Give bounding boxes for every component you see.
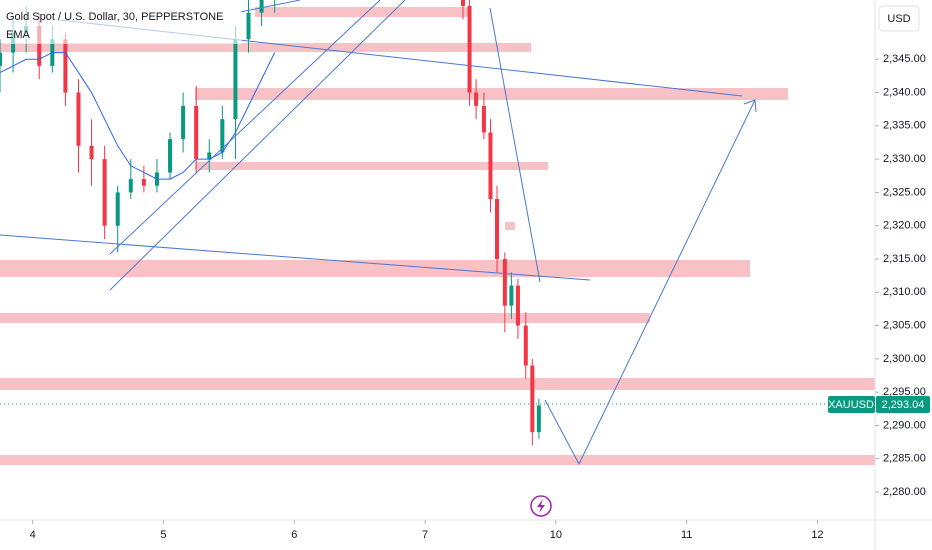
y-tick-label: 2,285.00 — [883, 453, 926, 465]
y-tick-label: 2,340.00 — [883, 86, 926, 98]
zone — [195, 162, 548, 170]
candle-body — [220, 119, 225, 153]
zone — [0, 43, 531, 52]
candle-body — [474, 92, 479, 106]
candle-body — [515, 285, 520, 326]
x-tick-label: 7 — [422, 529, 428, 541]
trend-line — [109, 0, 406, 291]
candle-body — [37, 25, 42, 66]
candle-body — [467, 5, 472, 93]
candle-body — [128, 179, 133, 193]
x-tick-label: 4 — [30, 529, 36, 541]
event-icon-bolt — [537, 499, 545, 513]
candle-body — [168, 139, 173, 173]
y-tick-label: 2,305.00 — [883, 319, 926, 331]
y-tick-label: 2,295.00 — [883, 386, 926, 398]
indicator-label: EMA — [6, 29, 31, 41]
arrow-head — [743, 99, 757, 113]
x-tick-label: 12 — [811, 529, 823, 541]
candle-body — [530, 365, 535, 433]
x-tick-label: 11 — [681, 529, 692, 541]
zone — [195, 88, 788, 100]
y-tick-label: 2,280.00 — [883, 486, 926, 498]
legend-bg — [2, 4, 242, 44]
y-tick-label: 2,325.00 — [883, 186, 926, 198]
zone — [0, 313, 650, 323]
zone — [255, 7, 470, 17]
last-price-label: 2,293.04 — [882, 399, 925, 411]
zone — [0, 455, 875, 465]
candle-body — [181, 105, 186, 140]
candle-body — [141, 179, 146, 186]
y-tick-label: 2,310.00 — [883, 286, 926, 298]
candle-body — [63, 39, 68, 93]
candle-body — [509, 285, 514, 306]
currency-label[interactable]: USD — [887, 13, 910, 25]
candle-body — [536, 405, 541, 433]
candle-body — [259, 0, 264, 13]
candle-body — [488, 132, 493, 200]
y-tick-label: 2,330.00 — [883, 153, 926, 165]
y-tick-label: 2,315.00 — [883, 253, 926, 265]
trend-line — [239, 0, 301, 13]
trend-lines — [0, 0, 757, 466]
chart-title: Gold Spot / U.S. Dollar, 30, PEPPERSTONE — [6, 11, 223, 23]
x-tick-label: 10 — [550, 529, 562, 541]
zone — [505, 222, 515, 230]
symbol-label: XAUUSD — [828, 399, 874, 411]
price-badge — [876, 396, 930, 413]
zone — [0, 378, 875, 390]
y-tick-label: 2,345.00 — [883, 53, 926, 65]
candle-body — [233, 39, 238, 120]
candle-body — [502, 259, 507, 306]
candle-body — [495, 199, 500, 260]
zone — [0, 260, 750, 277]
candle-body — [115, 192, 120, 226]
y-tick-label: 2,300.00 — [883, 353, 926, 365]
projection — [544, 99, 756, 466]
candle-body — [102, 159, 107, 226]
trend-line — [109, 0, 381, 255]
trend-line — [489, 7, 541, 283]
candle-body — [89, 145, 94, 160]
symbol-badge — [828, 396, 875, 413]
candle-body — [523, 325, 528, 366]
candle-body — [194, 105, 199, 160]
trend-line — [0, 234, 591, 281]
y-tick-label: 2,290.00 — [883, 419, 926, 431]
candle-body — [207, 152, 212, 160]
y-tick-label: 2,320.00 — [883, 220, 926, 232]
currency-button[interactable] — [878, 5, 920, 32]
candle-body — [76, 92, 81, 146]
y-tick-label: 2,335.00 — [883, 120, 926, 132]
candle-body — [481, 105, 486, 133]
candle-body — [0, 52, 2, 66]
candle-body — [246, 12, 251, 40]
candle-body — [461, 0, 466, 6]
x-tick-label: 6 — [291, 529, 297, 541]
zones — [0, 7, 875, 465]
x-tick-label: 5 — [160, 529, 166, 541]
